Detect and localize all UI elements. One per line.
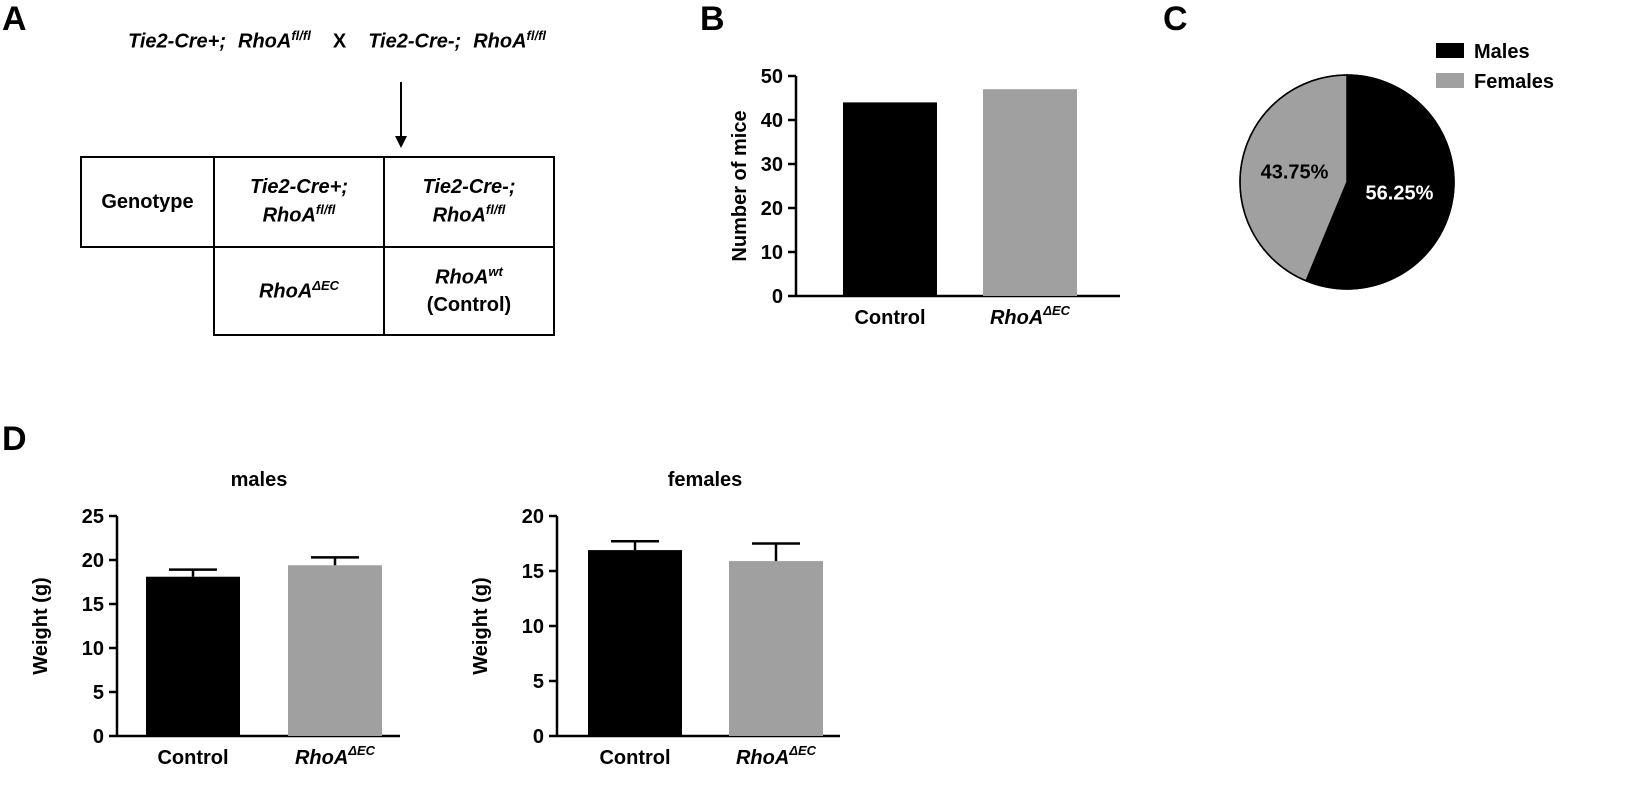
chart-b-bar-0 xyxy=(843,102,937,297)
chart-c-outline xyxy=(1239,74,1455,290)
chart-d-males-bar-1 xyxy=(288,565,382,736)
chart-c-legend-label-0: Males xyxy=(1474,41,1530,63)
chart-d-females-y-tick-label-3: 15 xyxy=(522,561,544,583)
genotype-row2-col1: RhoA xyxy=(258,280,313,303)
genotype-row2-col2-sup: wt xyxy=(488,264,503,280)
genotype-header: Genotype xyxy=(101,190,194,213)
panel-label-c: C xyxy=(1163,0,1188,38)
chart-c-legend-label-1: Females xyxy=(1474,71,1554,93)
chart-c-legend-swatch-0 xyxy=(1436,43,1464,58)
breeding-cross: Tie2-Cre+; RhoAfl/fl X Tie2-Cre-; RhoAfl/fl xyxy=(128,28,546,54)
chart-b-x-label-0: Control xyxy=(854,307,925,329)
genotype-col1-allele-sup: fl/fl xyxy=(315,202,336,218)
chart-b-y-tick-label-5: 50 xyxy=(761,66,783,88)
chart-d-males-title: males xyxy=(231,469,288,491)
genotype-col2-cell: Tie2-Cre-; RhoAfl/fl xyxy=(383,156,555,248)
cross-left-gene: Tie2-Cre+; xyxy=(128,30,227,53)
chart-b-bar-1 xyxy=(983,89,1077,296)
chart-d-females-bar-0 xyxy=(588,550,682,736)
chart-b-y-tick-label-3: 30 xyxy=(761,154,783,176)
chart-d-males-y-tick-label-1: 5 xyxy=(93,682,104,704)
chart-d-females-y-tick-label-1: 5 xyxy=(533,671,544,693)
genotype-col1-cell: Tie2-Cre+; RhoAfl/fl xyxy=(213,156,385,248)
panel-label-a: A xyxy=(2,0,27,38)
genotype-col2-gene: Tie2-Cre-; xyxy=(422,176,516,199)
genotype-row2-col1-sup: ΔEC xyxy=(312,277,340,293)
chart-b-y-tick-label-1: 10 xyxy=(761,242,783,264)
cross-left-allele: RhoA xyxy=(238,30,292,53)
chart-d-males-y-axis-title: Weight (g) xyxy=(30,577,52,674)
chart-d-females-y-axis-title: Weight (g) xyxy=(470,577,492,674)
chart-d-females-y-tick-label-4: 20 xyxy=(522,506,544,528)
chart-d-females-x-label-1: RhoAΔEC xyxy=(736,743,817,769)
genotype-col1-gene: Tie2-Cre+; xyxy=(249,176,348,199)
genotype-row2-col2-cell: RhoAwt (Control) xyxy=(383,246,555,336)
genotype-col1-allele: RhoA xyxy=(262,204,316,227)
genotype-header-cell: Genotype xyxy=(80,156,215,248)
cross-left-allele-sup: fl/fl xyxy=(291,28,311,43)
genotype-row2-col2-note: (Control) xyxy=(426,293,512,316)
cross-x: X xyxy=(332,30,347,53)
genotype-row2-col2: RhoA xyxy=(435,266,489,289)
chart-d-males-y-tick-label-4: 20 xyxy=(82,550,104,572)
chart-d-females-x-label-0: Control xyxy=(599,747,670,769)
chart-b-y-tick-label-4: 40 xyxy=(761,110,783,132)
genotype-col2-allele-sup: fl/fl xyxy=(485,202,506,218)
chart-c-slice-0 xyxy=(1305,74,1455,290)
genotype-col2-allele: RhoA xyxy=(432,204,486,227)
cross-right-gene: Tie2-Cre-; xyxy=(368,30,462,53)
chart-d-males-y-tick-label-2: 10 xyxy=(82,638,104,660)
panel-label-d: D xyxy=(2,420,27,458)
chart-d-males-x-label-0: Control xyxy=(157,747,228,769)
cross-arrow-head-icon xyxy=(395,136,407,148)
chart-c-legend-swatch-1 xyxy=(1436,73,1464,88)
chart-d-males-y-tick-label-0: 0 xyxy=(93,726,104,748)
chart-b-y-tick-label-2: 20 xyxy=(761,198,783,220)
chart-c-value-label-1: 43.75% xyxy=(1261,162,1329,184)
chart-b-y-tick-label-0: 0 xyxy=(772,286,783,308)
chart-d-females-y-tick-label-0: 0 xyxy=(533,726,544,748)
chart-b-y-axis-title: Number of mice xyxy=(729,110,751,261)
chart-d-females-bar-1 xyxy=(729,561,823,736)
panel-label-b: B xyxy=(700,0,725,38)
cross-arrow-shaft xyxy=(400,82,402,138)
cross-right-allele: RhoA xyxy=(473,30,527,53)
chart-d-males-y-tick-label-3: 15 xyxy=(82,594,104,616)
chart-d-males-bar-0 xyxy=(146,576,240,736)
chart-d-males-y-tick-label-5: 25 xyxy=(82,506,104,528)
chart-b-x-label-1: RhoAΔEC xyxy=(990,303,1071,329)
chart-c-value-label-0: 56.25% xyxy=(1366,182,1434,204)
genotype-row2-col1-cell: RhoAΔEC xyxy=(213,246,385,336)
cross-right-allele-sup: fl/fl xyxy=(526,28,547,43)
chart-d-males-x-label-1: RhoAΔEC xyxy=(295,743,376,769)
chart-d-females-title: females xyxy=(668,469,743,491)
chart-d-females-y-tick-label-2: 10 xyxy=(522,616,544,638)
chart-c-slice-1 xyxy=(1239,74,1348,282)
